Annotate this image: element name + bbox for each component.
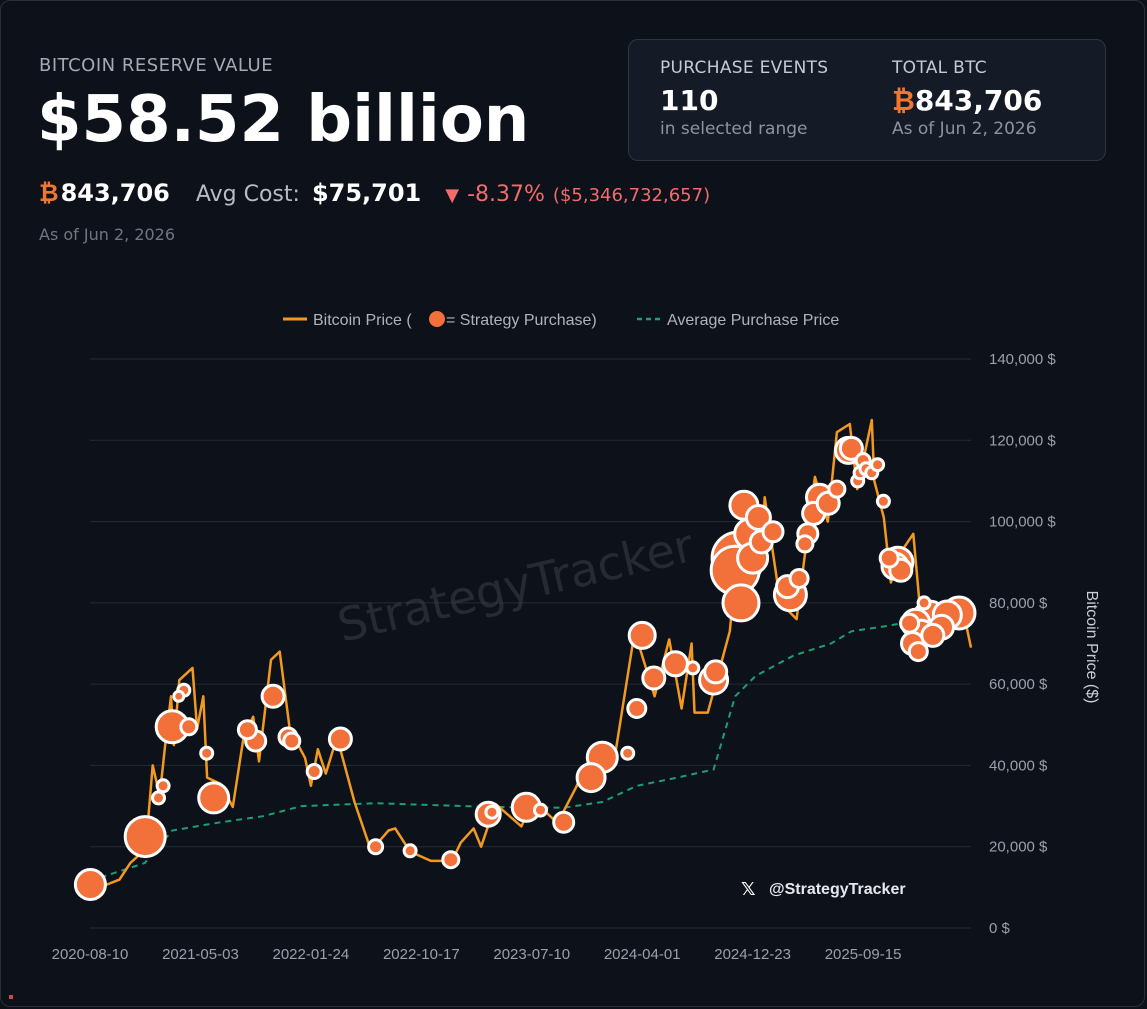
average-price-line [89,618,972,882]
total-btc-sub: As of Jun 2, 2026 [892,119,1037,139]
x-tick-label: 2020-08-10 [52,946,129,963]
purchase-bubble [907,641,929,663]
purchase-bubble [827,479,847,499]
avg-cost-label: Avg Cost: [195,182,300,207]
reserve-label: BITCOIN RESERVE VALUE [39,55,274,76]
bitcoin-icon: ₿ [39,179,59,207]
purchase-bubble [484,804,500,820]
total-btc-stat: TOTAL BTC ₿843,706 As of Jun 2, 2026 [892,58,1042,139]
purchase-bubble [151,790,166,806]
purchase-bubble [533,802,548,818]
purchase-bubble [744,504,772,531]
x-tick-label: 2021-05-03 [162,946,239,963]
y-tick-label: 20,000 $ [989,839,1048,856]
purchase-bubble [870,457,886,473]
purchase-bubble [179,717,199,737]
purchase-bubble [641,665,667,691]
purchase-bubbles [73,435,977,901]
x-tick-label: 2022-01-24 [273,946,350,963]
x-tick-label: 2023-07-10 [493,946,570,963]
bitcoin-price-chart: 0 $ 20,000 $ 40,000 $ 60,000 $ 80,000 $ 100,0… [52,311,1100,963]
x-tick-label: 2022-10-17 [383,946,460,963]
purchase-events-value: 110 [660,84,719,117]
y-tick-label: 100,000 $ [989,514,1056,531]
purchase-bubble [575,762,607,794]
purchase-bubble [327,726,353,752]
down-triangle-icon: ▼ [445,185,460,206]
legend-purchase-label: = Strategy Purchase) [446,312,597,329]
purchase-bubble [402,843,418,859]
purchase-bubble [721,583,761,623]
purchase-bubble [236,719,258,741]
purchase-bubble [282,731,302,751]
purchase-bubble [788,568,810,589]
purchase-bubble [441,850,461,870]
legend-avg-label: Average Purchase Price [667,312,839,329]
purchase-events-label: PURCHASE EVENTS [660,58,829,78]
purchase-bubble [703,659,729,685]
purchase-bubble [73,868,107,901]
purchase-events-stat: PURCHASE EVENTS 110 in selected range [660,58,828,139]
avg-cost-value: $75,701 [311,179,422,207]
purchase-bubble [305,763,323,780]
y-tick-label: 120,000 $ [989,432,1056,449]
y-tick-label: 60,000 $ [989,676,1048,693]
x-tick-label: 2025-09-15 [825,946,902,963]
purchase-bubble [761,520,785,544]
stats-line: ₿ 843,706 Avg Cost: $75,701 ▼ -8.37% ($5… [39,179,710,211]
purchase-bubble [795,534,815,554]
total-btc-value-row: ₿843,706 [892,84,1042,117]
purchase-bubble [620,745,636,761]
total-btc-label: TOTAL BTC [892,58,987,78]
purchase-bubble [155,778,171,794]
x-logo-icon: 𝕏 [741,879,756,900]
y-tick-label: 40,000 $ [989,757,1048,774]
y-tick-label: 80,000 $ [989,595,1048,612]
purchase-bubble [838,435,864,461]
legend-bubble-swatch [429,311,445,327]
purchase-bubble [367,838,385,856]
as-of-date: As of Jun 2, 2026 [39,225,176,244]
x-tick-label: 2024-04-01 [604,946,681,963]
legend-price-label: Bitcoin Price ( [313,312,412,329]
purchase-bubble [920,622,946,648]
credit-label: @StrategyTracker [769,881,906,898]
x-tick-label: 2024-12-23 [714,946,791,963]
purchase-bubble [552,810,576,834]
summary-box: PURCHASE EVENTS 110 in selected range TO… [628,39,1106,161]
reserve-value: $58.52 billion [37,83,530,157]
chart-legend: Bitcoin Price ( = Strategy Purchase) Aver… [283,311,839,329]
bitcoin-icon: ₿ [892,84,915,117]
purchase-bubble [123,815,167,859]
purchase-bubble [172,689,186,703]
purchase-bubble [197,781,231,815]
purchase-bubble [685,660,701,676]
bitcoin-price-line [89,418,973,886]
purchase-events-sub: in selected range [660,119,808,139]
change-percent: -8.37% [467,182,545,207]
purchase-bubble [199,745,215,761]
corner-marker [9,995,13,999]
y-axis-title: Bitcoin Price ($) [1083,591,1100,704]
purchase-bubble [661,650,689,678]
y-tick-label: 0 $ [989,920,1011,937]
purchase-bubble [626,698,648,719]
purchase-bubble [878,547,900,569]
chart-credit: 𝕏 @StrategyTracker [741,879,906,900]
total-btc-value: 843,706 [914,84,1043,117]
purchase-bubble [916,595,932,611]
purchase-bubble [260,683,286,709]
change-amount: ($5,346,732,657) [552,185,711,206]
purchase-bubble [627,620,657,650]
purchase-bubble [875,493,891,509]
purchase-bubble [899,612,921,634]
btc-holdings: 843,706 [60,179,170,207]
y-tick-label: 140,000 $ [989,351,1056,368]
